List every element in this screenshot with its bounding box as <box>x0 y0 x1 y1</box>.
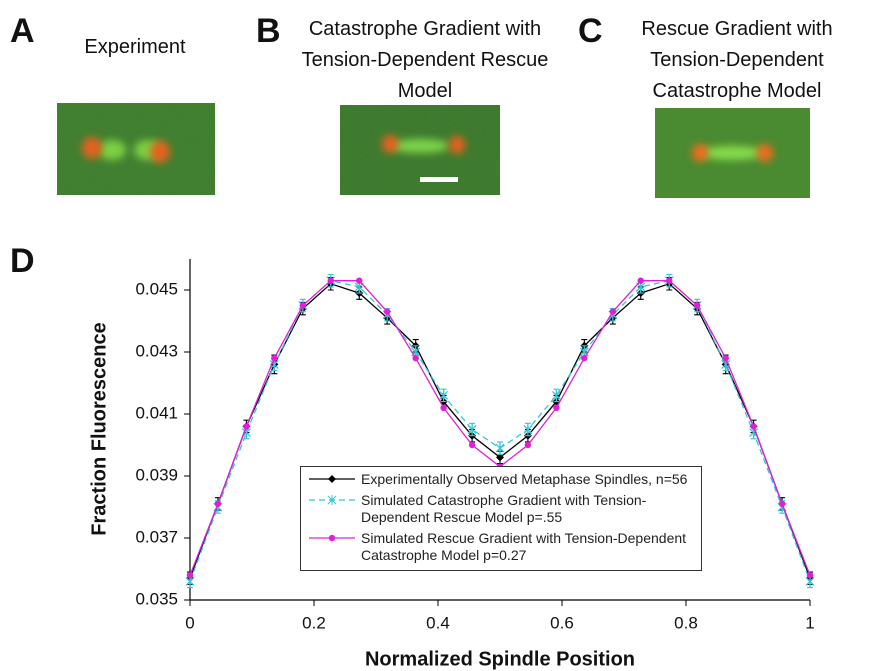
legend-item: Simulated Rescue Gradient with Tension-D… <box>301 530 701 564</box>
x-tick-label: 0 <box>185 613 194 632</box>
legend: Experimentally Observed Metaphase Spindl… <box>300 466 702 571</box>
point <box>722 355 728 361</box>
y-axis-title: Fraction Fluorescence <box>88 322 110 535</box>
legend-symbol <box>301 471 361 487</box>
point <box>271 355 277 361</box>
y-tick-label: 0.041 <box>135 403 178 422</box>
point <box>384 309 390 315</box>
point <box>581 355 587 361</box>
point <box>300 302 306 308</box>
legend-marker <box>329 535 335 541</box>
point <box>638 278 644 284</box>
legend-symbol <box>301 530 361 546</box>
y-tick-label: 0.043 <box>135 341 178 360</box>
point <box>779 501 785 507</box>
legend-item: Simulated Catastrophe Gradient with Tens… <box>301 492 701 526</box>
y-tick-label: 0.037 <box>135 527 178 546</box>
point <box>496 443 504 453</box>
y-tick-label: 0.045 <box>135 279 178 298</box>
point <box>525 442 531 448</box>
point <box>328 278 334 284</box>
point <box>553 405 559 411</box>
x-tick-label: 0.2 <box>302 613 326 632</box>
point <box>243 423 249 429</box>
point <box>356 278 362 284</box>
point <box>412 355 418 361</box>
legend-symbol <box>301 492 361 508</box>
point <box>440 405 446 411</box>
legend-item: Experimentally Observed Metaphase Spindl… <box>301 471 701 488</box>
x-tick-label: 1 <box>805 613 814 632</box>
point <box>215 501 221 507</box>
y-tick-label: 0.035 <box>135 589 178 608</box>
figure: {"panels": [ {"label": "A", "title": "Ex… <box>0 0 888 671</box>
point <box>187 572 193 578</box>
point <box>750 423 756 429</box>
x-tick-label: 0.4 <box>426 613 450 632</box>
legend-label: Simulated Rescue Gradient with Tension-D… <box>361 530 691 564</box>
legend-label: Simulated Catastrophe Gradient with Tens… <box>361 492 691 526</box>
y-tick-label: 0.039 <box>135 465 178 484</box>
legend-marker <box>328 475 336 483</box>
x-axis-title: Normalized Spindle Position <box>365 648 635 670</box>
point <box>610 309 616 315</box>
point <box>807 572 813 578</box>
legend-label: Experimentally Observed Metaphase Spindl… <box>361 471 691 488</box>
x-tick-label: 0.8 <box>674 613 698 632</box>
point <box>666 278 672 284</box>
x-tick-label: 0.6 <box>550 613 574 632</box>
point <box>469 442 475 448</box>
point <box>694 302 700 308</box>
